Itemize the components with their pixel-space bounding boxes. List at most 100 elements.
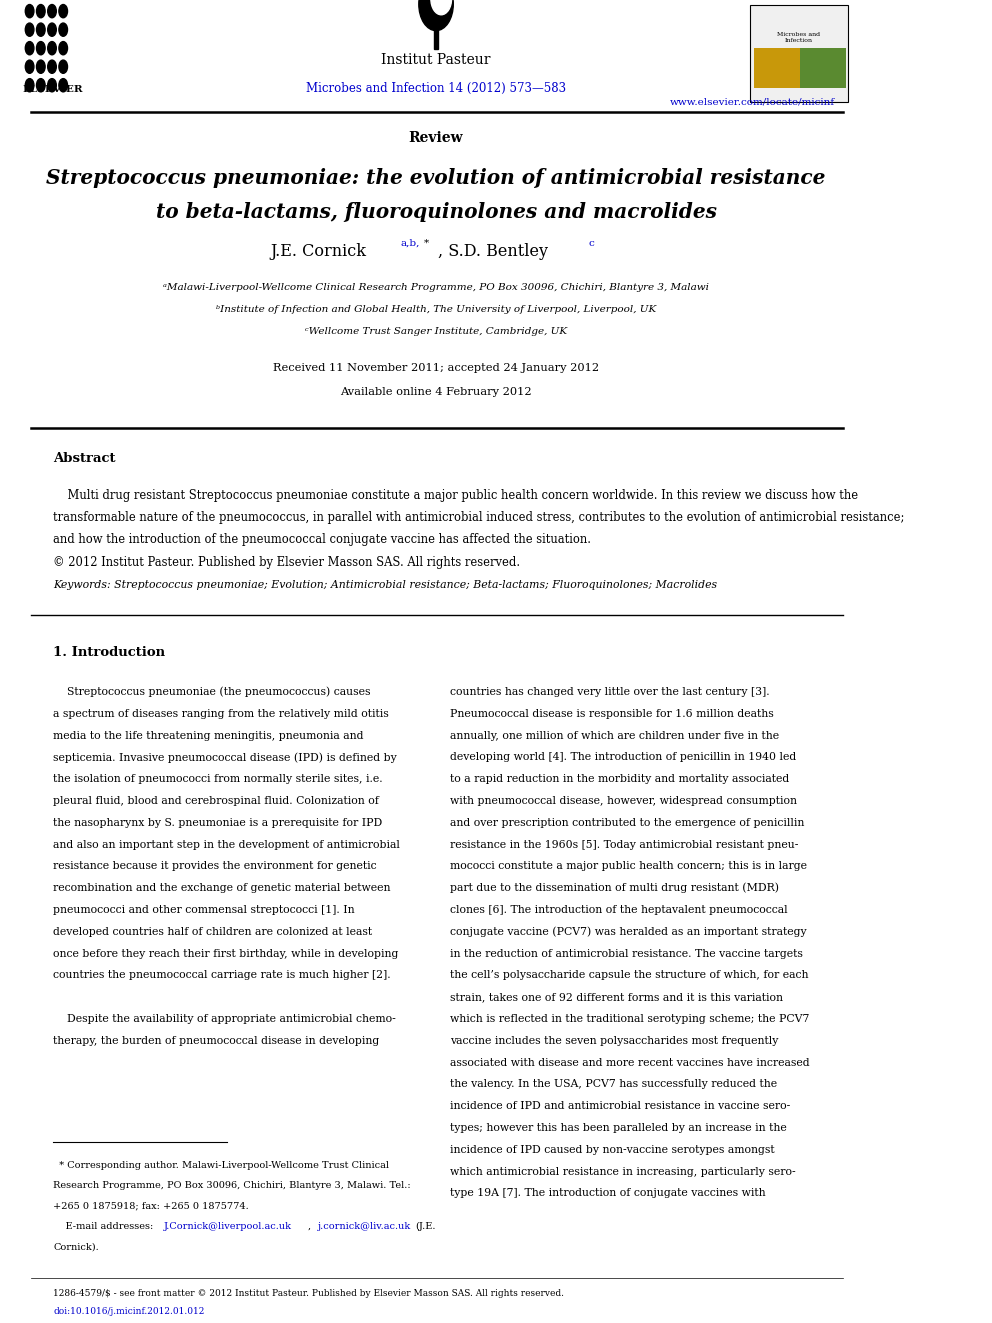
Text: Pneumococcal disease is responsible for 1.6 million deaths: Pneumococcal disease is responsible for … [450, 709, 774, 718]
Text: pleural fluid, blood and cerebrospinal fluid. Colonization of: pleural fluid, blood and cerebrospinal f… [53, 796, 379, 806]
Circle shape [37, 60, 45, 73]
Text: clones [6]. The introduction of the heptavalent pneumococcal: clones [6]. The introduction of the hept… [450, 905, 788, 916]
Circle shape [419, 0, 453, 30]
Circle shape [37, 41, 45, 54]
Text: types; however this has been paralleled by an increase in the: types; however this has been paralleled … [450, 1123, 787, 1132]
Text: Received 11 November 2011; accepted 24 January 2012: Received 11 November 2011; accepted 24 J… [273, 363, 599, 373]
Text: and how the introduction of the pneumococcal conjugate vaccine has affected the : and how the introduction of the pneumoco… [53, 533, 591, 546]
Text: annually, one million of which are children under five in the: annually, one million of which are child… [450, 730, 779, 741]
Circle shape [26, 22, 34, 36]
Text: incidence of IPD and antimicrobial resistance in vaccine sero-: incidence of IPD and antimicrobial resis… [450, 1101, 791, 1111]
Text: once before they reach their first birthday, while in developing: once before they reach their first birth… [53, 949, 399, 959]
Text: a spectrum of diseases ranging from the relatively mild otitis: a spectrum of diseases ranging from the … [53, 709, 389, 718]
Text: +265 0 1875918; fax: +265 0 1875774.: +265 0 1875918; fax: +265 0 1875774. [53, 1201, 249, 1211]
Text: Abstract: Abstract [53, 451, 115, 464]
Text: Despite the availability of appropriate antimicrobial chemo-: Despite the availability of appropriate … [53, 1013, 396, 1024]
Circle shape [48, 22, 57, 36]
Text: to a rapid reduction in the morbidity and mortality associated: to a rapid reduction in the morbidity an… [450, 774, 790, 785]
Text: Keywords: Streptococcus pneumoniae; Evolution; Antimicrobial resistance; Beta-la: Keywords: Streptococcus pneumoniae; Evol… [53, 579, 717, 590]
Text: Review: Review [409, 131, 463, 146]
Text: which is reflected in the traditional serotyping scheme; the PCV7: which is reflected in the traditional se… [450, 1013, 809, 1024]
Text: resistance because it provides the environment for genetic: resistance because it provides the envir… [53, 861, 377, 872]
Text: septicemia. Invasive pneumococcal disease (IPD) is defined by: septicemia. Invasive pneumococcal diseas… [53, 751, 397, 762]
Text: the cell’s polysaccharide capsule the structure of which, for each: the cell’s polysaccharide capsule the st… [450, 970, 808, 980]
Text: Microbes and
Infection: Microbes and Infection [778, 32, 820, 42]
Text: mococci constitute a major public health concern; this is in large: mococci constitute a major public health… [450, 861, 806, 872]
Text: associated with disease and more recent vaccines have increased: associated with disease and more recent … [450, 1057, 809, 1068]
Text: 1. Introduction: 1. Introduction [53, 646, 166, 659]
Text: Available online 4 February 2012: Available online 4 February 2012 [340, 388, 532, 397]
Text: conjugate vaccine (PCV7) was heralded as an important strategy: conjugate vaccine (PCV7) was heralded as… [450, 926, 806, 937]
Circle shape [59, 60, 67, 73]
Text: E-mail addresses:: E-mail addresses: [53, 1222, 157, 1230]
Circle shape [26, 41, 34, 54]
Text: the nasopharynx by S. pneumoniae is a prerequisite for IPD: the nasopharynx by S. pneumoniae is a pr… [53, 818, 382, 828]
Text: to beta-lactams, fluoroquinolones and macrolides: to beta-lactams, fluoroquinolones and ma… [156, 202, 716, 222]
Text: (J.E.: (J.E. [416, 1222, 435, 1232]
Text: c: c [589, 238, 594, 247]
Text: www.elsevier.com/locate/micinf: www.elsevier.com/locate/micinf [670, 98, 834, 106]
Text: ᵇInstitute of Infection and Global Health, The University of Liverpool, Liverpoo: ᵇInstitute of Infection and Global Healt… [216, 306, 656, 315]
Text: ᶜWellcome Trust Sanger Institute, Cambridge, UK: ᶜWellcome Trust Sanger Institute, Cambri… [305, 328, 567, 336]
Text: , S.D. Bentley: , S.D. Bentley [437, 243, 548, 261]
Text: J.Cornick@liverpool.ac.uk: J.Cornick@liverpool.ac.uk [164, 1222, 292, 1230]
Text: developed countries half of children are colonized at least: developed countries half of children are… [53, 927, 372, 937]
Circle shape [59, 22, 67, 36]
Text: ELSEVIER: ELSEVIER [23, 86, 83, 94]
Circle shape [26, 4, 34, 17]
Text: Cornick).: Cornick). [53, 1242, 99, 1252]
Text: resistance in the 1960s [5]. Today antimicrobial resistant pneu-: resistance in the 1960s [5]. Today antim… [450, 840, 799, 849]
Circle shape [59, 41, 67, 54]
Text: media to the life threatening meningitis, pneumonia and: media to the life threatening meningitis… [53, 730, 363, 741]
Circle shape [59, 78, 67, 91]
Text: part due to the dissemination of multi drug resistant (MDR): part due to the dissemination of multi d… [450, 882, 779, 893]
Circle shape [37, 4, 45, 17]
Text: in the reduction of antimicrobial resistance. The vaccine targets: in the reduction of antimicrobial resist… [450, 949, 803, 959]
Text: j.cornick@liv.ac.uk: j.cornick@liv.ac.uk [317, 1222, 411, 1230]
FancyBboxPatch shape [754, 48, 800, 89]
Text: * Corresponding author. Malawi-Liverpool-Wellcome Trust Clinical: * Corresponding author. Malawi-Liverpool… [53, 1160, 389, 1170]
Text: countries has changed very little over the last century [3].: countries has changed very little over t… [450, 687, 770, 697]
FancyBboxPatch shape [750, 5, 848, 102]
Text: Institut Pasteur: Institut Pasteur [381, 53, 491, 67]
Text: type 19A [7]. The introduction of conjugate vaccines with: type 19A [7]. The introduction of conjug… [450, 1188, 766, 1199]
Text: © 2012 Institut Pasteur. Published by Elsevier Masson SAS. All rights reserved.: © 2012 Institut Pasteur. Published by El… [53, 556, 520, 569]
Text: J.E. Cornick: J.E. Cornick [270, 243, 366, 261]
Circle shape [48, 60, 57, 73]
Text: Multi drug resistant Streptococcus pneumoniae constitute a major public health c: Multi drug resistant Streptococcus pneum… [53, 488, 858, 501]
Circle shape [26, 78, 34, 91]
Text: and over prescription contributed to the emergence of penicillin: and over prescription contributed to the… [450, 818, 805, 828]
Text: vaccine includes the seven polysaccharides most frequently: vaccine includes the seven polysaccharid… [450, 1036, 779, 1045]
Circle shape [48, 78, 57, 91]
Text: countries the pneumococcal carriage rate is much higher [2].: countries the pneumococcal carriage rate… [53, 970, 391, 980]
Text: incidence of IPD caused by non-vaccine serotypes amongst: incidence of IPD caused by non-vaccine s… [450, 1144, 775, 1155]
Circle shape [37, 22, 45, 36]
Text: and also an important step in the development of antimicrobial: and also an important step in the develo… [53, 840, 400, 849]
Circle shape [48, 4, 57, 17]
Text: developing world [4]. The introduction of penicillin in 1940 led: developing world [4]. The introduction o… [450, 753, 797, 762]
Text: strain, takes one of 92 different forms and it is this variation: strain, takes one of 92 different forms … [450, 992, 783, 1003]
FancyArrow shape [434, 25, 437, 49]
Text: 1286-4579/$ - see front matter © 2012 Institut Pasteur. Published by Elsevier Ma: 1286-4579/$ - see front matter © 2012 In… [53, 1290, 564, 1298]
Text: which antimicrobial resistance in increasing, particularly sero-: which antimicrobial resistance in increa… [450, 1167, 796, 1176]
Circle shape [48, 41, 57, 54]
Text: with pneumococcal disease, however, widespread consumption: with pneumococcal disease, however, wide… [450, 796, 797, 806]
Text: *: * [424, 238, 429, 247]
Text: the valency. In the USA, PCV7 has successfully reduced the: the valency. In the USA, PCV7 has succes… [450, 1080, 777, 1089]
FancyBboxPatch shape [754, 48, 846, 89]
Text: Microbes and Infection 14 (2012) 573—583: Microbes and Infection 14 (2012) 573—583 [306, 82, 566, 94]
Text: Research Programme, PO Box 30096, Chichiri, Blantyre 3, Malawi. Tel.:: Research Programme, PO Box 30096, Chichi… [53, 1181, 411, 1189]
Text: Streptococcus pneumoniae (the pneumococcus) causes: Streptococcus pneumoniae (the pneumococc… [53, 687, 371, 697]
Circle shape [431, 0, 451, 15]
Circle shape [26, 60, 34, 73]
Text: recombination and the exchange of genetic material between: recombination and the exchange of geneti… [53, 884, 391, 893]
Text: ᵃMalawi-Liverpool-Wellcome Clinical Research Programme, PO Box 30096, Chichiri, : ᵃMalawi-Liverpool-Wellcome Clinical Rese… [163, 283, 709, 292]
Text: therapy, the burden of pneumococcal disease in developing: therapy, the burden of pneumococcal dise… [53, 1036, 379, 1045]
Text: transformable nature of the pneumococcus, in parallel with antimicrobial induced: transformable nature of the pneumococcus… [53, 511, 905, 524]
Circle shape [37, 78, 45, 91]
Text: the isolation of pneumococci from normally sterile sites, i.e.: the isolation of pneumococci from normal… [53, 774, 383, 785]
Circle shape [59, 4, 67, 17]
Text: doi:10.1016/j.micinf.2012.01.012: doi:10.1016/j.micinf.2012.01.012 [53, 1307, 204, 1316]
Text: ,: , [308, 1222, 310, 1230]
Text: a,b,: a,b, [401, 238, 420, 247]
